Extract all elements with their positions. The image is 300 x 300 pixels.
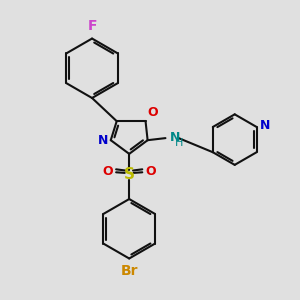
Text: N: N	[170, 131, 181, 144]
Text: N: N	[98, 134, 108, 147]
Text: N: N	[260, 119, 270, 132]
Text: Br: Br	[120, 264, 138, 278]
Text: H: H	[175, 138, 184, 148]
Text: S: S	[124, 167, 135, 182]
Text: O: O	[102, 165, 112, 178]
Text: O: O	[147, 106, 158, 119]
Text: O: O	[146, 165, 157, 178]
Text: F: F	[87, 19, 97, 33]
